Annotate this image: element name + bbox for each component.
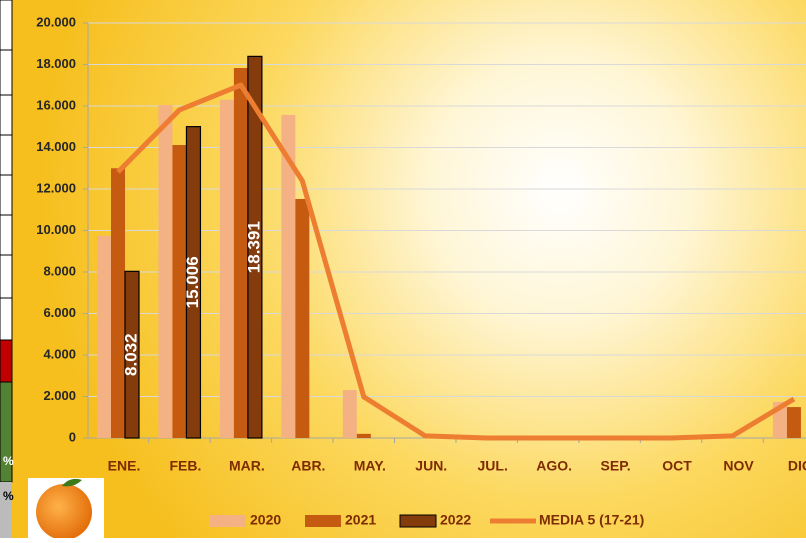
x-tick-label: SEP.: [601, 458, 631, 474]
y-tick-label: 20.000: [36, 14, 76, 29]
y-tick-label: 2.000: [43, 388, 76, 403]
bar: [158, 104, 173, 439]
bar: [356, 433, 371, 438]
x-tick-label: AGO.: [536, 458, 572, 474]
x-tick-label: ENE.: [108, 458, 141, 474]
bar: [786, 407, 801, 438]
fragment-label: %: [3, 454, 14, 468]
x-tick-label: ABR.: [291, 458, 325, 474]
y-tick-label: 6.000: [43, 305, 76, 320]
fragment-label: %: [3, 489, 14, 503]
y-tick-label: 12.000: [36, 180, 76, 195]
data-label: 15.006: [183, 256, 202, 308]
bar: [185, 126, 202, 439]
x-tick-label: MAR.: [229, 458, 265, 474]
bar: [111, 168, 125, 438]
x-tick-label: NOV: [723, 458, 754, 474]
y-tick-label: 14.000: [36, 139, 76, 154]
x-tick-label: JUN.: [415, 458, 447, 474]
bar: [124, 270, 140, 439]
bar: [342, 390, 357, 438]
line: [116, 82, 796, 441]
y-tick-label: 18.000: [36, 56, 76, 71]
y-tick-label: 10.000: [36, 222, 76, 237]
y-tick-label: 16.000: [36, 97, 76, 112]
legend-label: 2022: [440, 512, 471, 528]
bar: [295, 198, 310, 438]
bar: [172, 145, 187, 438]
x-tick-label: DIC: [788, 458, 806, 474]
x-tick-label: MAY.: [354, 458, 386, 474]
legend-swatch: [399, 514, 437, 528]
left-fragment: % %: [0, 0, 14, 538]
x-tick-label: OCT: [662, 458, 692, 474]
x-tick-label: JUL.: [478, 458, 508, 474]
legend-label: MEDIA 5 (17-21): [539, 512, 644, 528]
legend-swatch: [210, 515, 246, 527]
bar: [281, 114, 296, 439]
legend-label: 2021: [345, 512, 376, 528]
legend-swatch: [305, 515, 341, 527]
data-label: 18.391: [244, 221, 263, 273]
y-tick-label: 0: [69, 429, 76, 444]
bar: [97, 235, 111, 438]
x-tick-label: FEB.: [170, 458, 202, 474]
bar: [219, 99, 234, 439]
bar: [247, 55, 263, 439]
background: [12, 0, 806, 538]
bar: [233, 68, 248, 438]
legend-label: 2020: [250, 512, 281, 528]
data-label: 8.032: [121, 333, 140, 376]
y-tick-label: 4.000: [43, 346, 76, 361]
y-tick-label: 8.000: [43, 263, 76, 278]
orange-image: [28, 478, 104, 540]
